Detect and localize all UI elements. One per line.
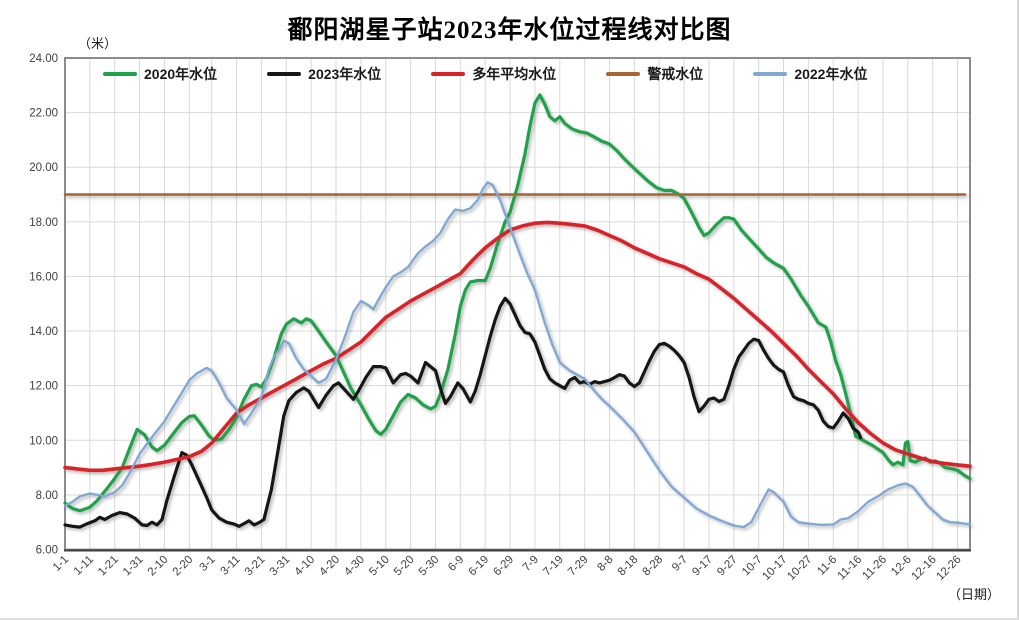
x-tick-label: 3-31 xyxy=(268,554,293,579)
y-tick-label: 22.00 xyxy=(29,108,58,120)
legend-label-2023: 2023年水位 xyxy=(308,66,382,82)
y-axis-labels: 24.00 22.00 20.00 18.00 16.00 14.00 12.00 10.00… xyxy=(29,53,58,557)
x-tick-label: 5-20 xyxy=(392,554,417,579)
y-tick-label: 18.00 xyxy=(29,217,58,229)
y-tick-label: 16.00 xyxy=(29,271,58,283)
x-tick-label: 6-19 xyxy=(467,554,492,579)
legend-item-2020: 2020年水位 xyxy=(103,64,217,84)
x-tick-label: 3-1 xyxy=(198,554,218,574)
x-tick-label: 5-30 xyxy=(417,554,442,579)
x-tick-label: 4-30 xyxy=(342,554,367,579)
x-tick-label: 11-26 xyxy=(860,554,889,583)
x-tick-label: 3-21 xyxy=(243,554,268,579)
x-tick-label: 6-9 xyxy=(446,554,466,574)
x-tick-label: 4-10 xyxy=(292,554,317,579)
x-tick-label: 2-20 xyxy=(171,554,196,579)
y-tick-label: 12.00 xyxy=(29,381,58,393)
x-tick-label: 10-17 xyxy=(760,554,789,583)
x-tick-label: 12-16 xyxy=(910,554,939,583)
legend-swatch-avg xyxy=(431,71,466,77)
y-tick-label: 24.00 xyxy=(29,53,58,65)
legend-swatch-2022 xyxy=(753,72,788,76)
legend-label-2020: 2020年水位 xyxy=(144,66,218,82)
legend-item-warning: 警戒水位 xyxy=(606,64,703,84)
series-line-2022 xyxy=(63,181,972,529)
series-line-2023 xyxy=(63,296,863,529)
legend-label-warning: 警戒水位 xyxy=(647,66,704,82)
x-axis-labels: 1-1 1-11 1-21 1-31 2-10 2-20 3-1 3-11 3-21 3-31 4-… xyxy=(51,554,964,583)
x-tick-label: 6-29 xyxy=(491,554,516,579)
y-tick-label: 14.00 xyxy=(29,326,58,338)
legend-label-2022: 2022年水位 xyxy=(794,66,868,82)
y-tick-label: 6.00 xyxy=(36,545,58,557)
y-tick-label: 8.00 xyxy=(36,490,58,502)
legend-item-avg: 多年平均水位 xyxy=(431,64,556,84)
x-tick-label: 7-9 xyxy=(521,554,541,574)
x-tick-label: 9-27 xyxy=(715,554,740,579)
x-tick-label: 8-8 xyxy=(595,554,615,574)
x-tick-label: 9-17 xyxy=(690,554,715,579)
legend-label-avg: 多年平均水位 xyxy=(472,66,557,82)
x-tick-label: 5-10 xyxy=(367,554,392,579)
y-tick-label: 20.00 xyxy=(29,162,58,174)
x-tick-label: 8-28 xyxy=(641,554,666,579)
x-tick-label: 8-18 xyxy=(616,554,641,579)
legend-item-2022: 2022年水位 xyxy=(753,64,867,84)
legend-item-2023: 2023年水位 xyxy=(267,64,381,84)
chart-title: 鄱阳湖星子站2023年水位过程线对比图 xyxy=(287,17,732,44)
series-line-avg xyxy=(63,220,972,473)
gridlines xyxy=(65,58,970,550)
legend: 2020年水位 2023年水位 多年平均水位 警戒水位 2022年水位 xyxy=(103,64,867,84)
legend-swatch-warning xyxy=(606,72,641,76)
x-tick-label: 3-11 xyxy=(219,554,243,578)
x-tick-label: 1-31 xyxy=(121,554,146,579)
x-tick-label: 1-11 xyxy=(72,554,96,578)
x-tick-label: 9-7 xyxy=(670,554,690,574)
legend-swatch-2020 xyxy=(103,72,137,76)
y-axis-unit-label: （米） xyxy=(78,36,118,51)
x-tick-label: 4-20 xyxy=(317,554,342,579)
x-tick-label: 7-29 xyxy=(566,554,591,579)
legend-swatch-2023 xyxy=(267,72,302,76)
x-tick-label: 1-21 xyxy=(96,554,121,579)
x-tick-label: 7-19 xyxy=(541,554,566,579)
y-tick-label: 10.00 xyxy=(29,435,58,447)
x-tick-label: 11-16 xyxy=(836,554,865,583)
x-axis-unit-label: （日期） xyxy=(948,587,1001,602)
plot-border xyxy=(64,57,971,551)
series-group xyxy=(63,93,972,529)
x-tick-label: 10-27 xyxy=(785,554,814,583)
x-tick-label: 2-10 xyxy=(146,554,171,579)
x-tick-label: 12-26 xyxy=(934,554,963,583)
x-tick-label: 1-1 xyxy=(51,554,71,574)
series-line-2020 xyxy=(63,93,972,513)
